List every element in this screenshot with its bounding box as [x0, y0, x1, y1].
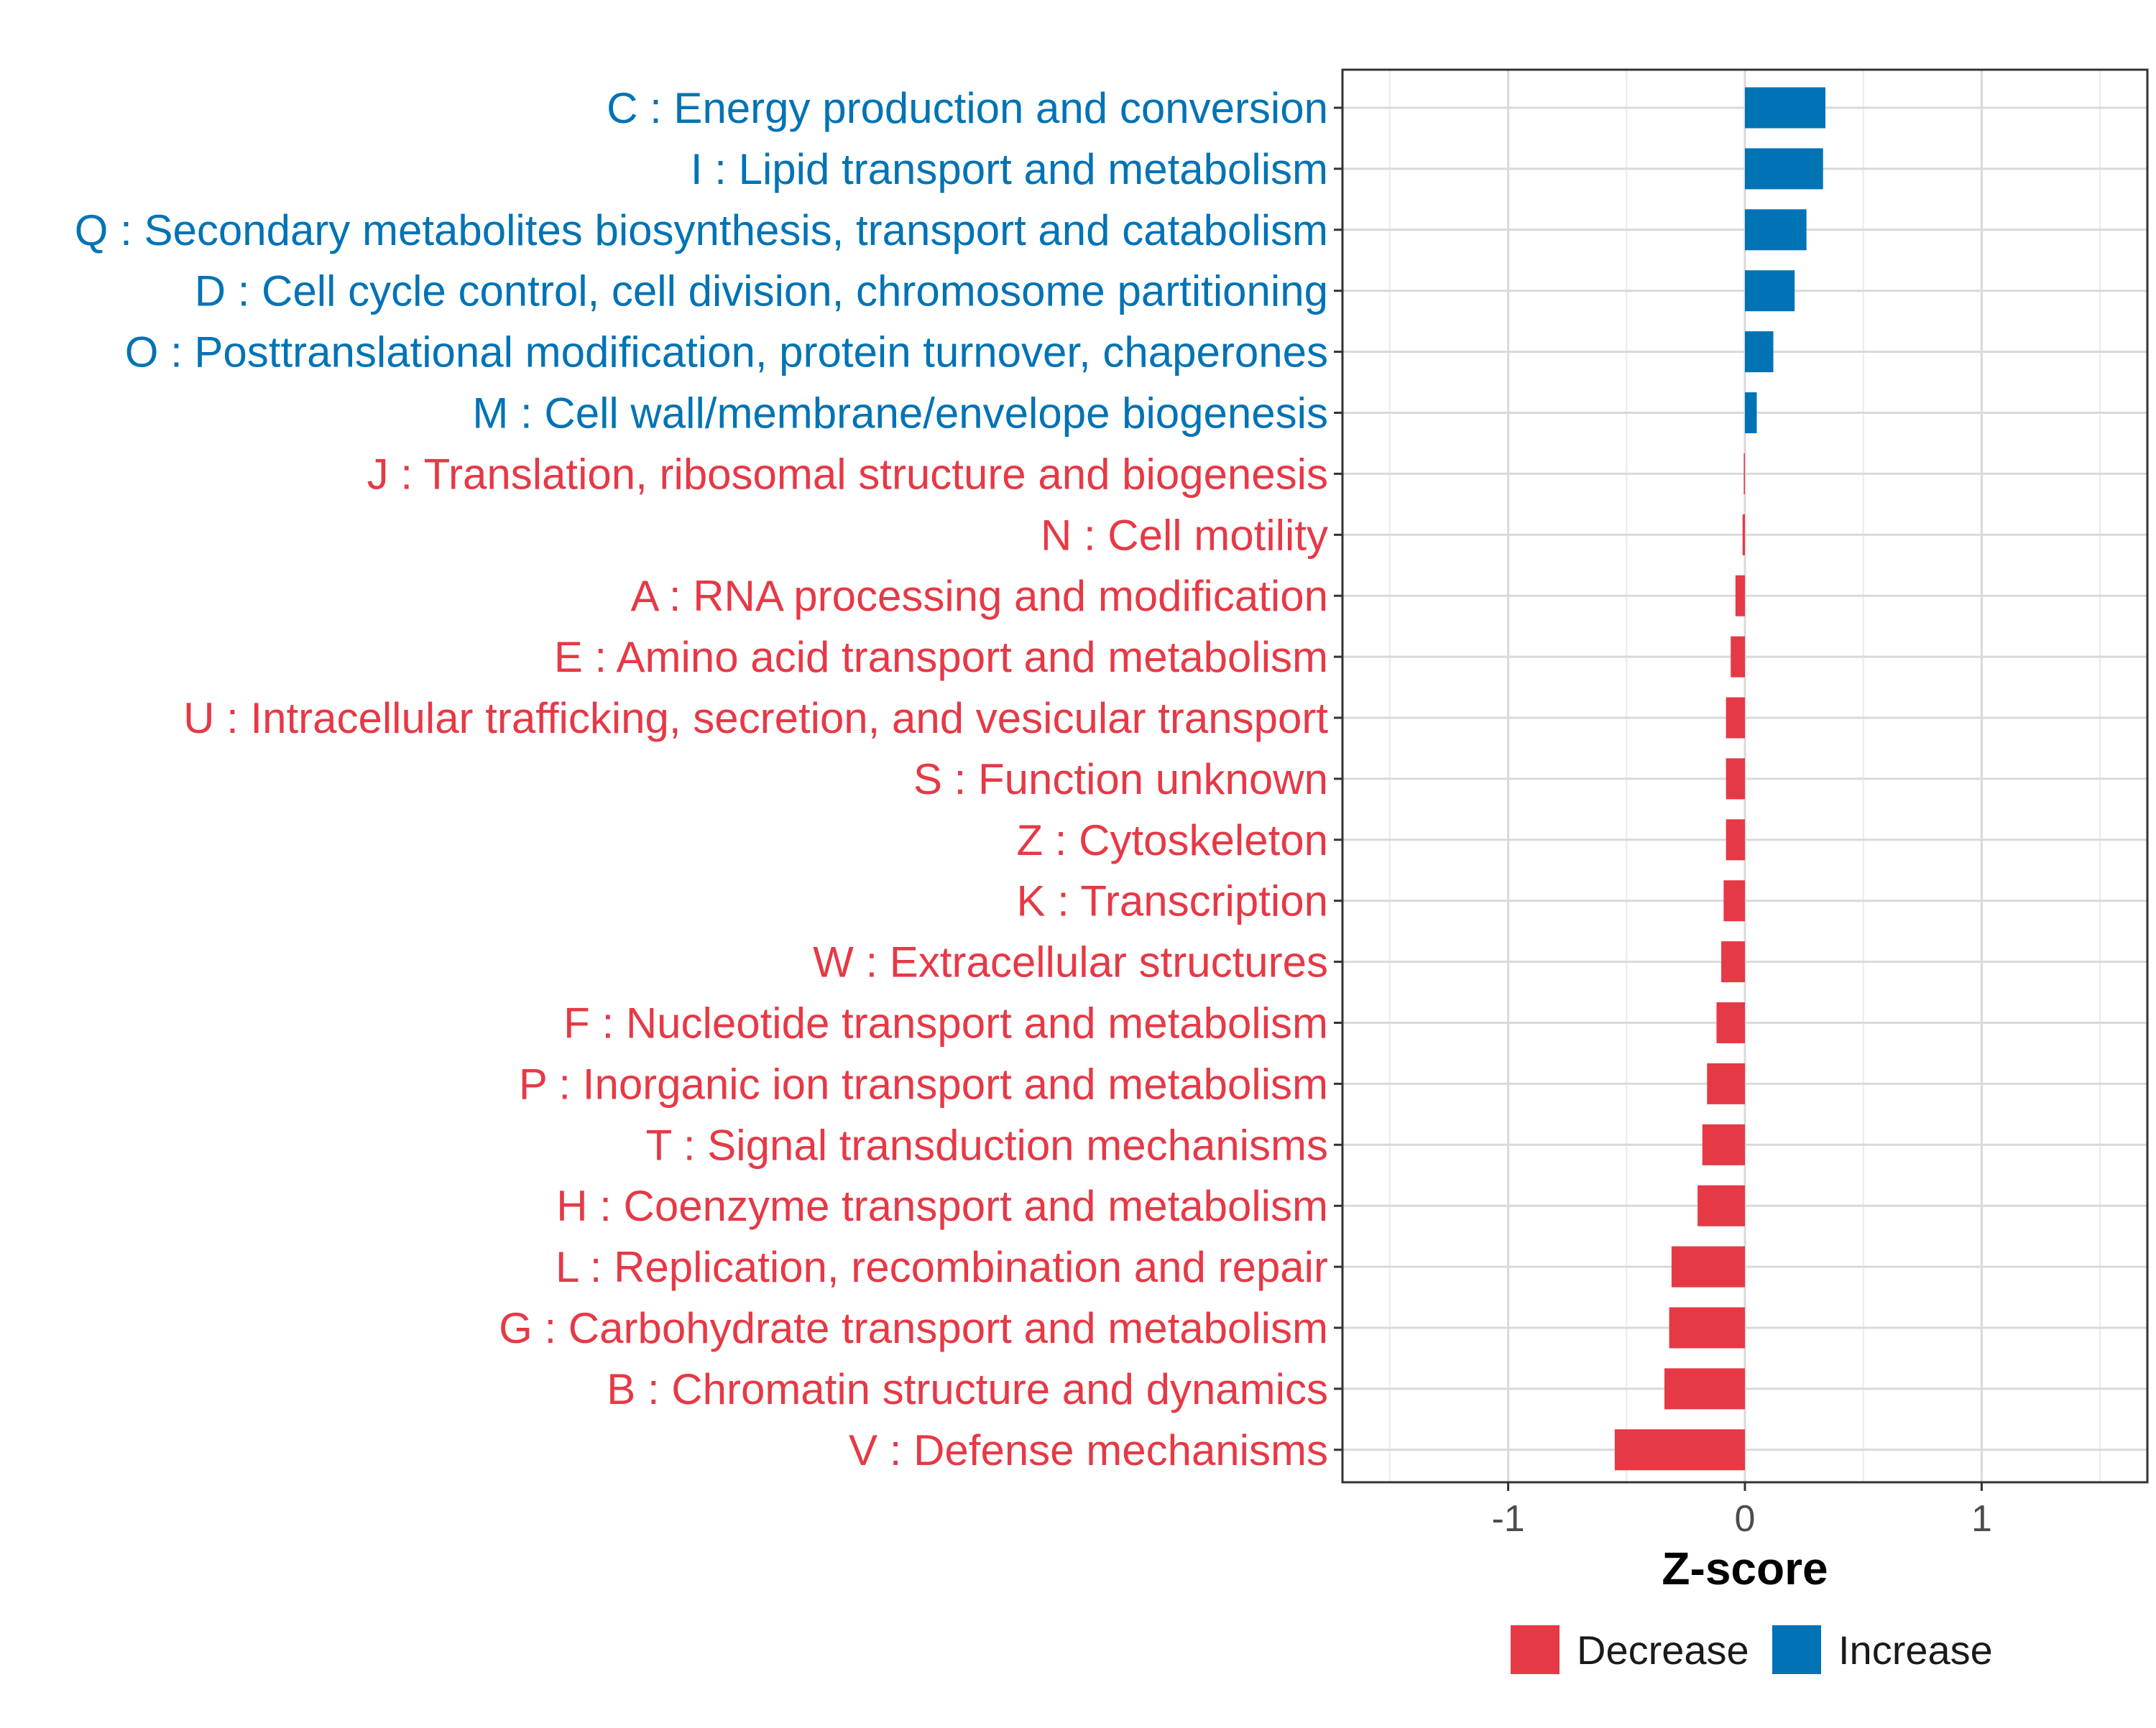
y-tick-label: N : Cell motility	[1041, 511, 1328, 559]
bar	[1669, 1307, 1745, 1349]
y-tick-label: T : Signal transduction mechanisms	[646, 1121, 1328, 1169]
bar	[1723, 880, 1745, 922]
y-tick-label: C : Energy production and conversion	[607, 84, 1328, 132]
bar	[1721, 941, 1745, 983]
legend-key	[1772, 1625, 1821, 1674]
y-tick-label: S : Function unknown	[913, 755, 1328, 803]
y-tick-label: V : Defense mechanisms	[849, 1426, 1328, 1474]
bar	[1614, 1429, 1745, 1471]
bar	[1745, 331, 1774, 373]
bar	[1664, 1368, 1745, 1410]
y-tick-label: Q : Secondary metabolites biosynthesis, …	[75, 206, 1328, 254]
legend-label: Decrease	[1577, 1627, 1749, 1673]
y-tick-label: L : Replication, recombination and repai…	[556, 1243, 1328, 1291]
bar	[1745, 270, 1795, 312]
y-tick-label: K : Transcription	[1016, 877, 1328, 925]
bar	[1742, 514, 1745, 555]
bar	[1716, 1002, 1745, 1043]
y-tick-label: P : Inorganic ion transport and metaboli…	[519, 1060, 1328, 1108]
y-tick-label: U : Intracellular trafficking, secretion…	[183, 694, 1328, 742]
bar	[1671, 1246, 1745, 1288]
bar	[1702, 1124, 1745, 1165]
bar	[1743, 453, 1745, 494]
y-tick-label: Z : Cytoskeleton	[1016, 816, 1328, 864]
y-tick-label: A : RNA processing and modification	[630, 572, 1328, 620]
legend: Decrease Increase	[1511, 1625, 1993, 1674]
y-tick-label: W : Extracellular structures	[813, 938, 1328, 987]
legend-key	[1511, 1625, 1560, 1674]
bar	[1726, 758, 1745, 800]
y-axis-ticks	[1334, 106, 1342, 1451]
bars-layer	[1614, 87, 1825, 1471]
bar	[1735, 575, 1745, 616]
y-tick-label: J : Translation, ribosomal structure and…	[367, 450, 1328, 498]
x-tick-label: 0	[1735, 1498, 1756, 1540]
x-axis-ticks: -1 0 1	[1491, 1482, 1992, 1540]
y-axis-category-labels: C : Energy production and conversion I : …	[75, 84, 1329, 1474]
bar	[1745, 148, 1823, 190]
y-tick-label: M : Cell wall/membrane/envelope biogenes…	[472, 389, 1328, 438]
bar	[1697, 1185, 1745, 1226]
y-tick-label: F : Nucleotide transport and metabolism	[563, 999, 1328, 1048]
x-tick-label: -1	[1491, 1498, 1524, 1540]
legend-label: Increase	[1838, 1627, 1993, 1673]
y-tick-label: I : Lipid transport and metabolism	[691, 145, 1328, 193]
x-tick-label: 1	[1971, 1498, 1992, 1540]
bar	[1731, 636, 1745, 678]
bar	[1726, 819, 1745, 861]
y-tick-label: D : Cell cycle control, cell division, c…	[195, 267, 1328, 315]
bar	[1745, 87, 1825, 129]
bar	[1745, 392, 1757, 433]
y-tick-label: E : Amino acid transport and metabolism	[554, 633, 1328, 681]
y-tick-label: H : Coenzyme transport and metabolism	[556, 1182, 1328, 1230]
bar	[1707, 1063, 1745, 1104]
bar	[1726, 697, 1745, 739]
y-tick-label: O : Posttranslational modification, prot…	[125, 328, 1328, 376]
y-tick-label: G : Carbohydrate transport and metabolis…	[499, 1304, 1328, 1352]
x-axis-title: Z-score	[1662, 1543, 1828, 1594]
y-tick-label: B : Chromatin structure and dynamics	[607, 1365, 1328, 1413]
bar	[1745, 209, 1807, 251]
